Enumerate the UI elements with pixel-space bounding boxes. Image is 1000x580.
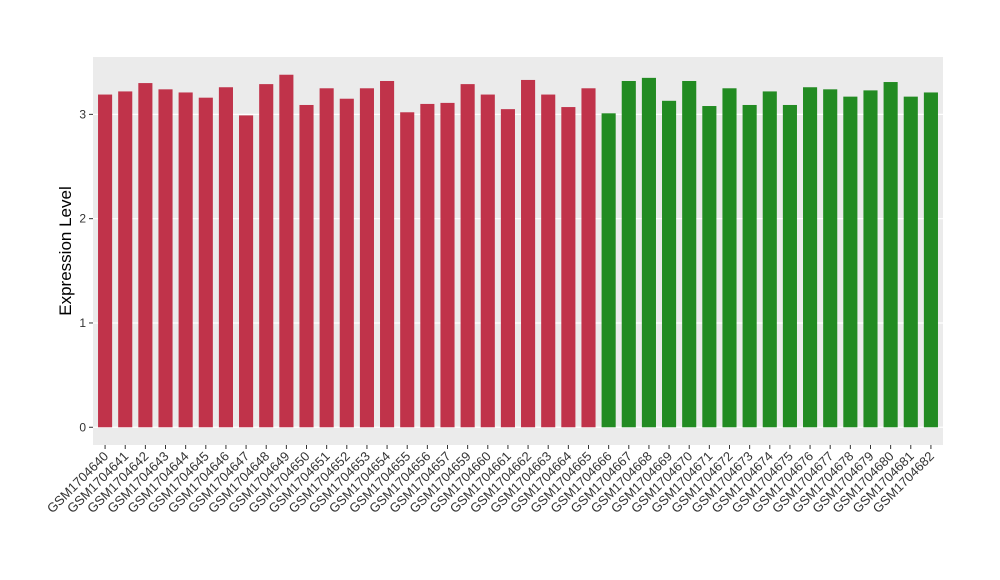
bar xyxy=(762,91,777,428)
bar xyxy=(803,87,818,428)
bar xyxy=(299,104,314,428)
bar xyxy=(319,88,334,428)
bar xyxy=(259,84,274,428)
bar xyxy=(883,82,898,428)
y-axis-title: Expression Level xyxy=(56,186,75,315)
bar xyxy=(198,97,213,428)
bar xyxy=(118,91,133,428)
bar xyxy=(339,98,354,428)
bar xyxy=(440,102,455,428)
bar xyxy=(662,100,677,428)
bar xyxy=(561,107,576,428)
bar xyxy=(581,88,596,428)
bar xyxy=(480,94,495,428)
bar xyxy=(400,112,415,428)
panel xyxy=(93,57,943,445)
y-tick-label: 2 xyxy=(79,212,86,226)
bar xyxy=(843,96,858,428)
bar xyxy=(178,92,193,428)
bar xyxy=(98,94,113,428)
bar xyxy=(460,84,475,428)
bar xyxy=(138,83,153,428)
bar xyxy=(380,80,395,428)
bar xyxy=(923,92,938,428)
y-tick-label: 1 xyxy=(79,316,86,330)
bar xyxy=(420,103,435,428)
bar xyxy=(722,88,737,428)
bar xyxy=(239,115,254,428)
bar xyxy=(218,87,233,428)
bar xyxy=(863,90,878,428)
bar xyxy=(682,80,697,428)
bar xyxy=(601,113,616,428)
bar xyxy=(782,104,797,428)
bar xyxy=(903,96,918,428)
y-tick-label: 0 xyxy=(79,420,86,434)
bar xyxy=(541,94,556,428)
bar xyxy=(359,88,374,428)
y-tick-label: 3 xyxy=(79,107,86,121)
bar xyxy=(621,80,636,428)
bar xyxy=(702,106,717,428)
bar xyxy=(500,109,515,428)
bar xyxy=(641,77,656,428)
bar xyxy=(742,104,757,428)
bar xyxy=(158,89,173,428)
bar xyxy=(521,79,536,428)
bar xyxy=(279,74,294,428)
bar xyxy=(823,89,838,428)
